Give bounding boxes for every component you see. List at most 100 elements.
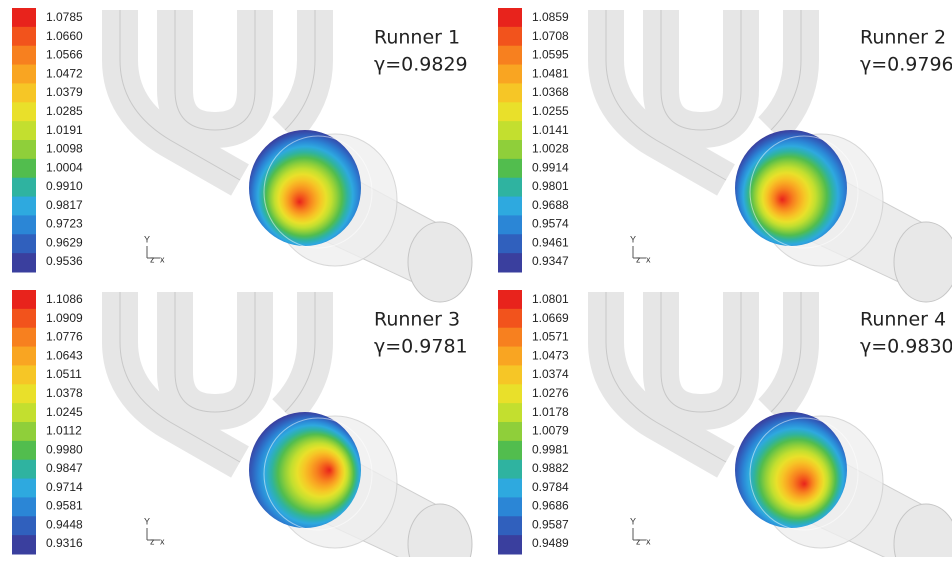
colorbar-band	[498, 403, 522, 422]
colorbar-label: 0.9629	[46, 235, 83, 249]
colorbar-label: 1.0708	[532, 29, 569, 43]
colorbar-label: 1.0255	[532, 104, 569, 118]
colorbar-label: 0.9910	[46, 179, 83, 193]
colorbar-label: 0.9316	[46, 536, 83, 550]
colorbar-band	[12, 441, 36, 460]
axis-label: Y	[144, 234, 150, 244]
colorbar-label: 1.0245	[46, 405, 83, 419]
colorbar-band	[12, 479, 36, 498]
colorbar-band	[498, 479, 522, 498]
colorbar-band	[498, 309, 522, 328]
panel: 1.08011.06691.05711.04731.03741.02761.01…	[498, 290, 952, 557]
colorbar-label: 1.0191	[46, 123, 83, 137]
colorbar-band	[12, 347, 36, 366]
colorbar-label: 0.9448	[46, 517, 83, 531]
colorbar-band	[12, 197, 36, 216]
colorbar-label: 1.0141	[532, 123, 569, 137]
colorbar-band	[498, 460, 522, 479]
colorbar-band	[12, 460, 36, 479]
colorbar-band	[498, 121, 522, 140]
colorbar-label: 0.9801	[532, 179, 569, 193]
contour-disk	[249, 412, 361, 528]
outlet-end	[408, 222, 472, 302]
colorbar-label: 0.9723	[46, 217, 83, 231]
colorbar-label: 1.0285	[46, 104, 83, 118]
panel: 1.07851.06601.05661.04721.03791.02851.01…	[12, 8, 472, 302]
colorbar-label: 1.0669	[532, 311, 569, 325]
colorbar-band	[12, 8, 36, 27]
colorbar-label: 1.0801	[532, 292, 569, 306]
colorbar-band	[498, 328, 522, 347]
outlet-end	[894, 222, 952, 302]
colorbar-band	[498, 27, 522, 46]
colorbar-label: 0.9461	[532, 235, 569, 249]
axis-label: Y	[630, 516, 636, 526]
panel: 1.08591.07081.05951.04811.03681.02551.01…	[498, 8, 952, 302]
colorbar-band	[498, 497, 522, 516]
colorbar-label: 0.9686	[532, 499, 569, 513]
axis-label: z	[636, 536, 641, 546]
contour-disk	[735, 130, 847, 246]
runner-title: Runner 3	[374, 309, 460, 331]
colorbar-label: 1.0481	[532, 66, 569, 80]
colorbar-band	[498, 197, 522, 216]
colorbar-label: 0.9847	[46, 461, 83, 475]
colorbar-band	[498, 159, 522, 178]
colorbar-label: 1.0379	[46, 85, 83, 99]
axis-label: x	[646, 536, 651, 546]
colorbar-band	[12, 403, 36, 422]
colorbar-band	[498, 8, 522, 27]
colorbar-label: 1.1086	[46, 292, 83, 306]
figure: 1.07851.06601.05661.04721.03791.02851.01…	[0, 0, 952, 557]
contour-disk	[249, 130, 361, 246]
colorbar-band	[12, 215, 36, 234]
colorbar-label: 1.0571	[532, 330, 569, 344]
colorbar-band	[498, 422, 522, 441]
colorbar-band	[12, 121, 36, 140]
colorbar-label: 1.0276	[532, 386, 569, 400]
colorbar-band	[498, 384, 522, 403]
colorbar-band	[12, 365, 36, 384]
colorbar-band	[498, 102, 522, 121]
colorbar-band	[498, 234, 522, 253]
axis-label: z	[150, 254, 155, 264]
colorbar-band	[498, 253, 522, 272]
colorbar-band	[12, 253, 36, 272]
colorbar-label: 1.0776	[46, 330, 83, 344]
axis-label: x	[646, 254, 651, 264]
colorbar-label: 0.9581	[46, 499, 83, 513]
colorbar-label: 1.0079	[532, 424, 569, 438]
colorbar-band	[12, 27, 36, 46]
colorbar-band	[498, 46, 522, 65]
colorbar-label: 1.0472	[46, 66, 83, 80]
colorbar-band	[12, 535, 36, 554]
gamma-value: γ=0.9781	[374, 336, 468, 358]
colorbar-band	[12, 83, 36, 102]
colorbar-band	[12, 65, 36, 84]
colorbar-band	[12, 422, 36, 441]
colorbar-band	[498, 535, 522, 554]
colorbar-band	[498, 441, 522, 460]
axis-label: x	[160, 536, 165, 546]
colorbar-label: 0.9347	[532, 254, 569, 268]
colorbar-band	[498, 290, 522, 309]
axis-label: x	[160, 254, 165, 264]
colorbar-band	[12, 309, 36, 328]
axis-label: Y	[144, 516, 150, 526]
colorbar-label: 1.0004	[46, 160, 83, 174]
contour-disk	[735, 412, 847, 528]
colorbar-label: 1.0112	[46, 424, 82, 438]
colorbar-label: 0.9536	[46, 254, 83, 268]
colorbar-band	[12, 516, 36, 535]
colorbar-label: 1.0028	[532, 142, 569, 156]
colorbar-label: 0.9784	[532, 480, 569, 494]
colorbar-band	[498, 516, 522, 535]
colorbar-label: 1.0785	[46, 10, 83, 24]
colorbar-band	[12, 328, 36, 347]
panel: 1.10861.09091.07761.06431.05111.03781.02…	[12, 290, 472, 557]
colorbar-label: 1.0178	[532, 405, 569, 419]
colorbar-label: 1.0643	[46, 348, 83, 362]
colorbar-label: 0.9817	[46, 198, 83, 212]
colorbar-label: 0.9882	[532, 461, 569, 475]
colorbar-band	[498, 65, 522, 84]
